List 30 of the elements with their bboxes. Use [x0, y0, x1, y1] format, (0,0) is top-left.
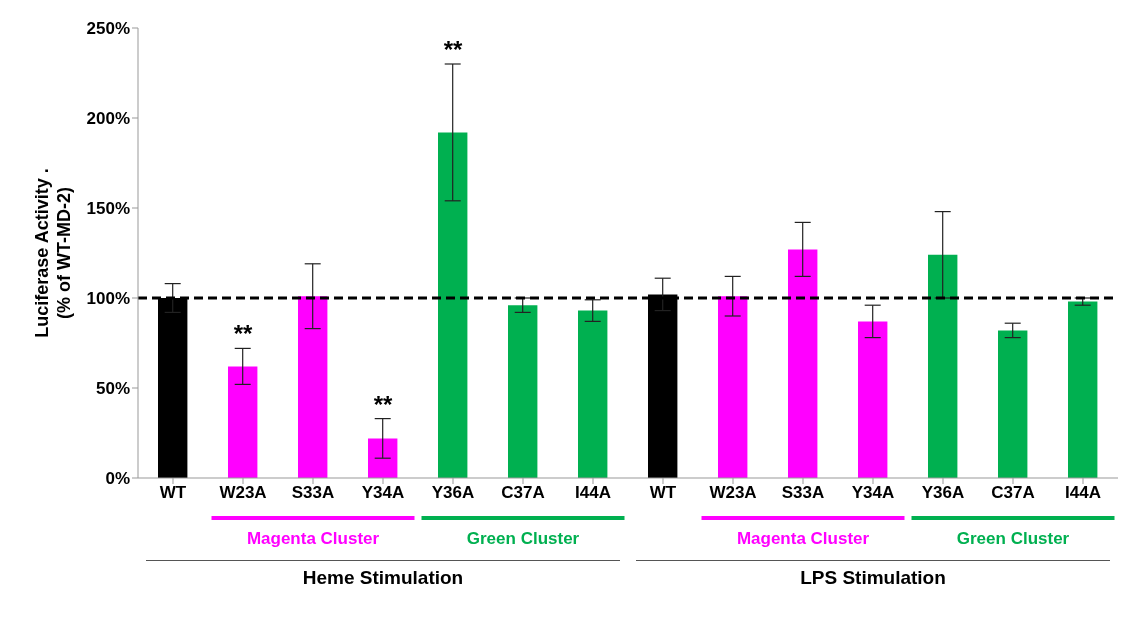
- text: LPS Stimulation: [800, 567, 946, 588]
- y-tick-label: 0%: [105, 469, 130, 489]
- x-tick-label: S33A: [291, 483, 335, 503]
- y-tick-label: 100%: [86, 289, 130, 309]
- x-tick-label: W23A: [709, 483, 757, 503]
- x-tick-label: C37A: [991, 483, 1035, 503]
- y-tick-label: 250%: [86, 19, 130, 39]
- annotation: **: [373, 390, 393, 418]
- x-tick-label: I44A: [1065, 483, 1101, 503]
- x-tick-label: WT: [159, 483, 187, 503]
- x-tick-label: Y34A: [361, 483, 405, 503]
- text: Magenta Cluster: [736, 529, 870, 548]
- x-tick-label: WT: [649, 483, 677, 503]
- y-tick-label: 150%: [86, 199, 130, 219]
- x-tick-label: W23A: [219, 483, 267, 503]
- x-tick-label: Y36A: [921, 483, 965, 503]
- x-tick-label: C37A: [501, 483, 545, 503]
- y-tick-label: 200%: [86, 109, 130, 129]
- x-tick-label: I44A: [575, 483, 611, 503]
- x-tick-label: Y36A: [431, 483, 475, 503]
- y-axis-title: Luciferase Activity . (% of WT-MD-2): [32, 168, 74, 338]
- x-tick-label: Y34A: [851, 483, 895, 503]
- text: Magenta Cluster: [246, 529, 380, 548]
- text: Green Cluster: [466, 529, 580, 548]
- annotation: **: [443, 36, 463, 63]
- annotation: **: [233, 320, 253, 348]
- x-tick-label: S33A: [781, 483, 825, 503]
- y-tick-label: 50%: [95, 379, 130, 399]
- text: Green Cluster: [956, 529, 1070, 548]
- text: Heme Stimulation: [302, 567, 464, 588]
